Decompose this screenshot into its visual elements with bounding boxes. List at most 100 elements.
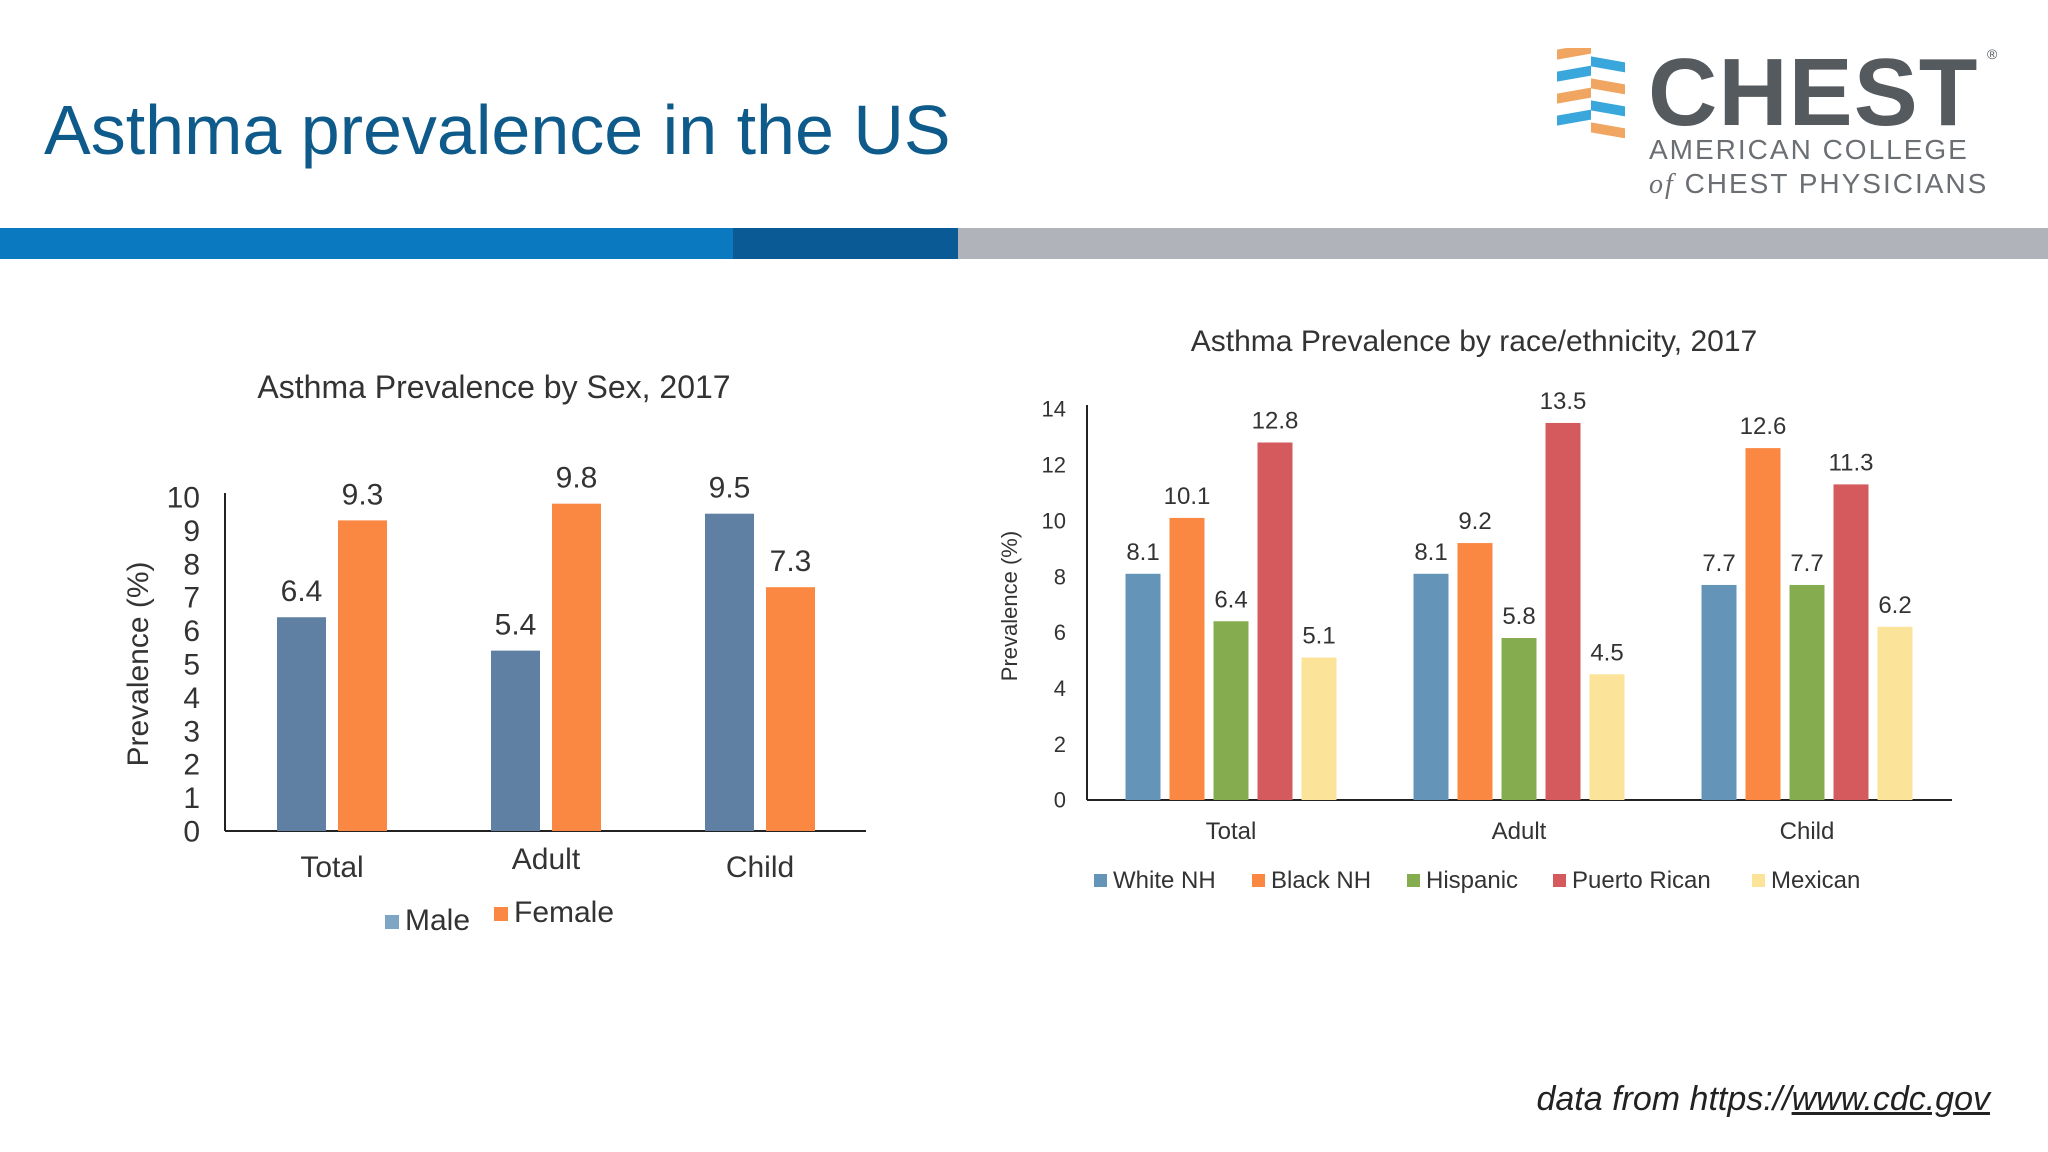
bar-female-child — [766, 587, 815, 831]
source-note: data from https://www.cdc.gov — [1536, 1080, 1990, 1119]
y-tick-label: 2 — [183, 749, 200, 782]
legend-swatch — [1553, 874, 1566, 887]
data-label: 8.1 — [1126, 539, 1159, 566]
logo-tagline-rest: CHEST PHYSICIANS — [1684, 168, 1989, 199]
legend-label: Puerto Rican — [1572, 867, 1711, 894]
logo-registered-mark: ® — [1987, 46, 1998, 62]
bar-mexican-total — [1301, 657, 1337, 800]
source-prefix: data from https:// — [1536, 1080, 1792, 1118]
y-tick-label: 4 — [183, 682, 200, 715]
legend-label: Black NH — [1271, 867, 1371, 894]
logo-wordmark: CHEST — [1648, 39, 1979, 146]
category-label-total: Total — [300, 851, 363, 884]
bar-male-total — [277, 617, 326, 831]
category-label-adult: Adult — [1492, 818, 1547, 845]
bar-black-nh-total — [1169, 517, 1205, 800]
y-tick-label: 4 — [1054, 676, 1066, 701]
chart-title: Asthma Prevalence by Sex, 2017 — [257, 369, 730, 405]
data-label: 12.6 — [1740, 413, 1787, 440]
y-tick-label: 12 — [1042, 453, 1066, 478]
data-label: 9.8 — [556, 462, 598, 495]
bar-male-adult — [491, 650, 540, 831]
category-label-child: Child — [726, 851, 794, 884]
bar-female-adult — [552, 503, 601, 831]
bar-white-nh-adult — [1413, 573, 1449, 800]
y-tick-label: 10 — [167, 482, 200, 515]
data-label: 7.7 — [1702, 550, 1735, 577]
bar-mexican-child — [1877, 626, 1913, 800]
legend-swatch — [385, 915, 399, 929]
logo-ribbon-icon — [1557, 48, 1625, 138]
header-band-blue — [0, 228, 733, 259]
logo-tagline-1: AMERICAN COLLEGE — [1649, 134, 1969, 165]
bar-puerto-rican-total — [1257, 442, 1293, 800]
chart-by-sex: Asthma Prevalence by Sex, 20170123456789… — [122, 369, 866, 937]
bar-puerto-rican-adult — [1545, 422, 1581, 800]
chart-title: Asthma Prevalence by race/ethnicity, 201… — [1191, 325, 1757, 358]
legend-swatch — [494, 907, 508, 921]
chest-logo: CHEST ® AMERICAN COLLEGE of CHEST PHYSIC… — [1555, 39, 2015, 202]
y-axis-label: Prevalence (%) — [997, 531, 1022, 681]
bar-male-child — [705, 513, 754, 831]
y-tick-label: 8 — [183, 548, 200, 581]
data-label: 9.2 — [1458, 508, 1491, 535]
bar-mexican-adult — [1589, 674, 1625, 800]
data-label: 5.1 — [1302, 623, 1335, 650]
data-label: 10.1 — [1164, 483, 1211, 510]
y-tick-label: 1 — [183, 782, 200, 815]
data-label: 6.4 — [281, 575, 323, 608]
data-label: 11.3 — [1829, 449, 1874, 476]
legend-label: Male — [405, 904, 470, 937]
data-label: 5.8 — [1502, 603, 1535, 630]
bar-white-nh-total — [1125, 573, 1161, 800]
data-label: 9.3 — [342, 478, 384, 511]
data-label: 6.4 — [1214, 586, 1247, 613]
bar-hispanic-adult — [1501, 638, 1537, 800]
legend-label: Hispanic — [1426, 867, 1518, 894]
data-label: 13.5 — [1540, 388, 1587, 415]
data-label: 7.7 — [1790, 550, 1823, 577]
chart-by-race: Asthma Prevalence by race/ethnicity, 201… — [997, 325, 1952, 894]
y-tick-label: 3 — [183, 715, 200, 748]
y-tick-label: 2 — [1054, 732, 1066, 757]
source-link[interactable]: www.cdc.gov — [1791, 1080, 1990, 1118]
y-tick-label: 0 — [1054, 788, 1066, 813]
y-tick-label: 7 — [183, 582, 200, 615]
logo-tagline-2: of CHEST PHYSICIANS — [1649, 168, 1988, 201]
legend-swatch — [1752, 874, 1765, 887]
bar-puerto-rican-child — [1833, 484, 1869, 800]
bar-black-nh-child — [1745, 448, 1781, 800]
bar-hispanic-child — [1789, 584, 1825, 800]
data-label: 6.2 — [1878, 592, 1911, 619]
legend-label: Female — [514, 896, 614, 929]
legend-label: Mexican — [1771, 867, 1860, 894]
data-label: 4.5 — [1590, 639, 1623, 666]
y-tick-label: 9 — [183, 515, 200, 548]
y-axis-label: Prevalence (%) — [122, 561, 155, 766]
category-label-total: Total — [1206, 818, 1257, 845]
data-label: 7.3 — [770, 545, 812, 578]
legend-label: White NH — [1113, 867, 1216, 894]
bar-female-total — [338, 520, 387, 831]
data-label: 12.8 — [1252, 408, 1299, 435]
y-tick-label: 8 — [1054, 564, 1066, 589]
data-label: 5.4 — [495, 609, 537, 642]
y-tick-label: 14 — [1042, 397, 1066, 422]
y-tick-label: 5 — [183, 649, 200, 682]
bar-white-nh-child — [1701, 584, 1737, 800]
y-tick-label: 0 — [183, 816, 200, 849]
slide-title: Asthma prevalence in the US — [44, 91, 951, 169]
legend-swatch — [1094, 874, 1107, 887]
header-band-gray — [958, 228, 2048, 259]
legend-swatch — [1407, 874, 1420, 887]
category-label-adult: Adult — [512, 843, 581, 876]
y-tick-label: 6 — [1054, 620, 1066, 645]
legend-swatch — [1252, 874, 1265, 887]
y-tick-label: 6 — [183, 615, 200, 648]
category-label-child: Child — [1780, 818, 1835, 845]
bar-black-nh-adult — [1457, 543, 1493, 800]
bar-hispanic-total — [1213, 621, 1249, 800]
data-label: 9.5 — [709, 472, 751, 505]
logo-tagline-of: of — [1649, 169, 1675, 200]
